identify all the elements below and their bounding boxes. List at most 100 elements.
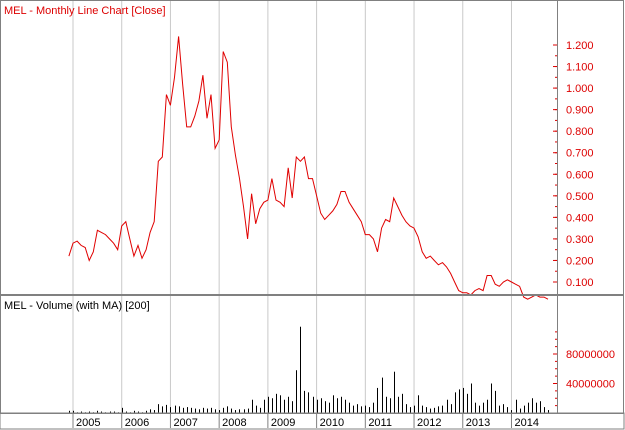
volume-bar: [321, 398, 322, 413]
x-tick-label: 2012: [417, 417, 441, 429]
volume-bar: [239, 409, 240, 413]
volume-bar: [317, 399, 318, 413]
volume-bar: [114, 411, 115, 413]
x-tick-label: 2013: [466, 417, 490, 429]
volume-tick-label: 40000000: [566, 379, 615, 391]
volume-bar: [544, 407, 545, 413]
price-tick-label: 0.500: [566, 191, 594, 203]
volume-bar: [398, 396, 399, 413]
volume-bar: [353, 405, 354, 413]
x-axis: 2005 2006 2007 2008 2009 2010 2011 2012 2013 2014: [0, 412, 625, 430]
volume-bar: [337, 398, 338, 413]
volume-bar: [357, 404, 358, 413]
volume-panel-border: [0, 295, 624, 414]
volume-bar: [325, 401, 326, 413]
volume-bar: [349, 402, 350, 413]
volume-bar: [471, 383, 472, 413]
price-tick-label: 0.900: [566, 105, 594, 117]
panel-borders: [0, 0, 624, 414]
volume-bar: [418, 395, 419, 413]
volume-bar: [244, 409, 245, 413]
volume-bar: [313, 396, 314, 413]
volume-bar: [248, 408, 249, 413]
x-tick-label: 2010: [320, 417, 344, 429]
x-tick-label: 2005: [76, 417, 100, 429]
volume-bar: [73, 410, 74, 413]
volume-chart-title: MEL - Volume (with MA) [200]: [4, 300, 150, 312]
volume-bar: [455, 392, 456, 413]
volume-bar: [134, 410, 135, 413]
volume-bar: [451, 404, 452, 413]
volume-bar: [548, 410, 549, 413]
volume-bar: [345, 399, 346, 413]
x-tick-label: 2011: [368, 417, 392, 429]
volume-bar: [406, 404, 407, 413]
volume-bar: [97, 410, 98, 413]
volume-bar: [532, 398, 533, 413]
volume-gridlines: [72, 296, 512, 413]
volume-bar: [264, 399, 265, 413]
volume-bar: [520, 408, 521, 413]
volume-bar: [256, 405, 257, 413]
volume-bar: [292, 401, 293, 413]
volume-bar: [199, 409, 200, 413]
volume-bar: [158, 404, 159, 413]
volume-bar: [170, 407, 171, 413]
volume-bar: [272, 398, 273, 413]
volume-bar: [81, 411, 82, 413]
volume-bar: [463, 387, 464, 413]
volume-bar: [280, 395, 281, 413]
volume-bar: [503, 404, 504, 413]
volume-bar: [373, 402, 374, 413]
volume-bar: [191, 407, 192, 413]
x-tick-label: 2009: [271, 417, 295, 429]
volume-bar: [459, 389, 460, 413]
volume-bar: [203, 407, 204, 413]
price-y-axis: 1.200 1.100 1.000 0.900 0.800 0.700 0.600 0.500…: [553, 40, 594, 289]
volume-bar: [365, 405, 366, 413]
volume-bar: [252, 399, 253, 413]
volume-bar: [430, 408, 431, 413]
volume-bar: [438, 406, 439, 413]
price-tick-label: 0.300: [566, 234, 594, 246]
x-tick-label: 2006: [125, 417, 149, 429]
volume-bar: [89, 411, 90, 413]
volume-y-axis: 80000000 40000000: [553, 331, 615, 407]
volume-bar: [166, 404, 167, 413]
price-tick-label: 1.200: [566, 40, 594, 52]
volume-bar: [175, 405, 176, 413]
volume-bar: [231, 408, 232, 413]
volume-bar: [276, 393, 277, 413]
volume-bar: [154, 410, 155, 413]
volume-bar: [361, 406, 362, 413]
volume-bar: [101, 411, 102, 413]
price-tick-label: 0.700: [566, 148, 594, 160]
volume-bar: [377, 387, 378, 413]
x-tick-label: 2014: [514, 417, 538, 429]
volume-bar: [479, 405, 480, 413]
volume-bar: [386, 396, 387, 413]
volume-tick-label: 80000000: [566, 349, 615, 361]
price-tick-label: 0.800: [566, 126, 594, 138]
volume-bar: [138, 411, 139, 413]
price-tick-label: 1.000: [566, 83, 594, 95]
volume-bar: [162, 406, 163, 413]
volume-bar: [495, 390, 496, 413]
volume-bar: [414, 405, 415, 413]
volume-bar: [126, 411, 127, 413]
volume-bar: [442, 405, 443, 413]
volume-bar: [410, 407, 411, 413]
volume-bar: [507, 407, 508, 413]
volume-bar: [487, 399, 488, 413]
x-tick-label: 2008: [222, 417, 246, 429]
price-tick-label: 0.400: [566, 212, 594, 224]
volume-bar: [422, 405, 423, 413]
price-tick-label: 0.200: [566, 255, 594, 267]
volume-bar: [304, 390, 305, 413]
volume-bar: [211, 407, 212, 413]
volume-panel: 80000000 40000000 MEL - Volume (with MA) …: [4, 296, 615, 413]
volume-bar: [434, 407, 435, 413]
volume-bar: [260, 407, 261, 413]
price-chart-title: MEL - Monthly Line Chart [Close]: [4, 5, 166, 17]
